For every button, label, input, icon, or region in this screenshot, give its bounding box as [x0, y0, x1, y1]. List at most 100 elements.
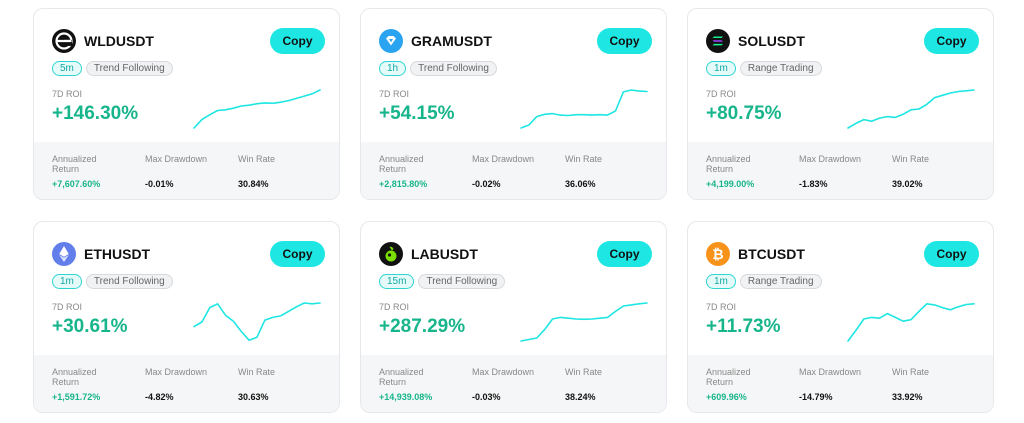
tag-list: 1h Trend Following: [379, 61, 497, 76]
pair-name: LABUSDT: [411, 246, 478, 262]
drawdown-value: -14.79%: [799, 392, 833, 402]
sparkline-path: [847, 89, 975, 129]
strategy-tag: Range Trading: [739, 274, 822, 289]
annualized-value: +2,815.80%: [379, 179, 428, 189]
interval-tag: 5m: [52, 61, 82, 76]
drawdown-label: Max Drawdown: [799, 367, 862, 377]
winrate-value: 30.84%: [238, 179, 269, 189]
annualized-label: Annualized Return: [706, 367, 751, 387]
strategy-tag: Range Trading: [739, 61, 822, 76]
winrate-value: 30.63%: [238, 392, 269, 402]
bot-card-btcusdt[interactable]: ₿ BTCUSDT Copy 1m Range Trading 7D ROI +…: [687, 221, 994, 413]
strategy-tag: Trend Following: [85, 274, 173, 289]
annualized-value: +609.96%: [706, 392, 747, 402]
roi-sparkline: [520, 302, 648, 342]
annualized-label: Annualized Return: [52, 367, 97, 387]
winrate-label: Win Rate: [565, 154, 603, 164]
roi-value: +11.73%: [706, 316, 781, 337]
worldcoin-logo-icon: [52, 29, 76, 53]
roi-label: 7D ROI: [379, 89, 410, 99]
roi-label: 7D ROI: [706, 89, 737, 99]
winrate-value: 33.92%: [892, 392, 923, 402]
tag-list: 1m Range Trading: [706, 61, 822, 76]
roi-sparkline: [847, 302, 975, 342]
roi-sparkline: [847, 89, 975, 129]
winrate-value: 38.24%: [565, 392, 596, 402]
gram-logo-icon: [379, 29, 403, 53]
bot-card-ethusdt[interactable]: ETHUSDT Copy 1m Trend Following 7D ROI +…: [33, 221, 340, 413]
roi-value: +80.75%: [706, 103, 782, 124]
drawdown-label: Max Drawdown: [799, 154, 862, 164]
sparkline-path: [847, 302, 975, 342]
annualized-value: +14,939.08%: [379, 392, 433, 402]
roi-value: +146.30%: [52, 103, 139, 124]
copy-button[interactable]: Copy: [597, 241, 652, 267]
interval-tag: 1m: [706, 274, 736, 289]
bitcoin-logo-icon: ₿: [706, 242, 730, 266]
card-stats: Annualized Return +1,591.72% Max Drawdow…: [34, 355, 339, 412]
pair-name: GRAMUSDT: [411, 33, 492, 49]
copy-button[interactable]: Copy: [270, 28, 325, 54]
pair-name: SOLUSDT: [738, 33, 805, 49]
strategy-tag: Trend Following: [85, 61, 173, 76]
card-header: SOLUSDT Copy 1m Range Trading 7D ROI +80…: [688, 9, 993, 142]
tag-list: 1m Range Trading: [706, 274, 822, 289]
bot-card-labusdt[interactable]: LABUSDT Copy 15m Trend Following 7D ROI …: [360, 221, 667, 413]
drawdown-label: Max Drawdown: [472, 367, 535, 377]
drawdown-value: -4.82%: [145, 392, 174, 402]
card-stats: Annualized Return +4,199.00% Max Drawdow…: [688, 142, 993, 199]
sparkline-path: [520, 302, 648, 342]
sparkline-path: [193, 89, 321, 129]
drawdown-label: Max Drawdown: [472, 154, 535, 164]
winrate-label: Win Rate: [892, 154, 930, 164]
drawdown-value: -0.01%: [145, 179, 174, 189]
interval-tag: 1m: [52, 274, 82, 289]
winrate-label: Win Rate: [565, 367, 603, 377]
annualized-label: Annualized Return: [52, 154, 97, 174]
roi-sparkline: [520, 89, 648, 129]
pair-name: ETHUSDT: [84, 246, 151, 262]
card-stats: Annualized Return +609.96% Max Drawdown …: [688, 355, 993, 412]
copy-button[interactable]: Copy: [924, 28, 979, 54]
tag-list: 1m Trend Following: [52, 274, 173, 289]
ethereum-logo-icon: [52, 242, 76, 266]
interval-tag: 15m: [379, 274, 415, 289]
strategy-tag: Trend Following: [410, 61, 497, 76]
pair-name: WLDUSDT: [84, 33, 154, 49]
winrate-label: Win Rate: [238, 154, 276, 164]
annualized-label: Annualized Return: [706, 154, 751, 174]
roi-value: +287.29%: [379, 316, 466, 337]
bot-card-solusdt[interactable]: SOLUSDT Copy 1m Range Trading 7D ROI +80…: [687, 8, 994, 200]
sparkline-path: [193, 302, 321, 342]
card-stats: Annualized Return +2,815.80% Max Drawdow…: [361, 142, 666, 199]
roi-label: 7D ROI: [52, 302, 83, 312]
card-stats: Annualized Return +14,939.08% Max Drawdo…: [361, 355, 666, 412]
copy-button[interactable]: Copy: [270, 241, 325, 267]
winrate-value: 36.06%: [565, 179, 596, 189]
solana-logo-icon: [706, 29, 730, 53]
copy-button[interactable]: Copy: [597, 28, 652, 54]
roi-label: 7D ROI: [52, 89, 83, 99]
roi-sparkline: [193, 89, 321, 129]
card-header: GRAMUSDT Copy 1h Trend Following 7D ROI …: [361, 9, 666, 142]
winrate-label: Win Rate: [238, 367, 276, 377]
roi-value: +54.15%: [379, 103, 455, 124]
copy-button[interactable]: Copy: [924, 241, 979, 267]
annualized-value: +7,607.60%: [52, 179, 101, 189]
annualized-label: Annualized Return: [379, 154, 424, 174]
annualized-label: Annualized Return: [379, 367, 424, 387]
drawdown-label: Max Drawdown: [145, 367, 208, 377]
bot-card-wldusdt[interactable]: WLDUSDT Copy 5m Trend Following 7D ROI +…: [33, 8, 340, 200]
annualized-value: +4,199.00%: [706, 179, 755, 189]
drawdown-label: Max Drawdown: [145, 154, 208, 164]
card-header: LABUSDT Copy 15m Trend Following 7D ROI …: [361, 222, 666, 355]
tag-list: 5m Trend Following: [52, 61, 173, 76]
card-header: ₿ BTCUSDT Copy 1m Range Trading 7D ROI +…: [688, 222, 993, 355]
svg-text:₿: ₿: [712, 247, 723, 263]
interval-tag: 1m: [706, 61, 736, 76]
winrate-label: Win Rate: [892, 367, 930, 377]
sparkline-path: [520, 89, 648, 129]
drawdown-value: -1.83%: [799, 179, 828, 189]
card-stats: Annualized Return +7,607.60% Max Drawdow…: [34, 142, 339, 199]
bot-card-gramusdt[interactable]: GRAMUSDT Copy 1h Trend Following 7D ROI …: [360, 8, 667, 200]
